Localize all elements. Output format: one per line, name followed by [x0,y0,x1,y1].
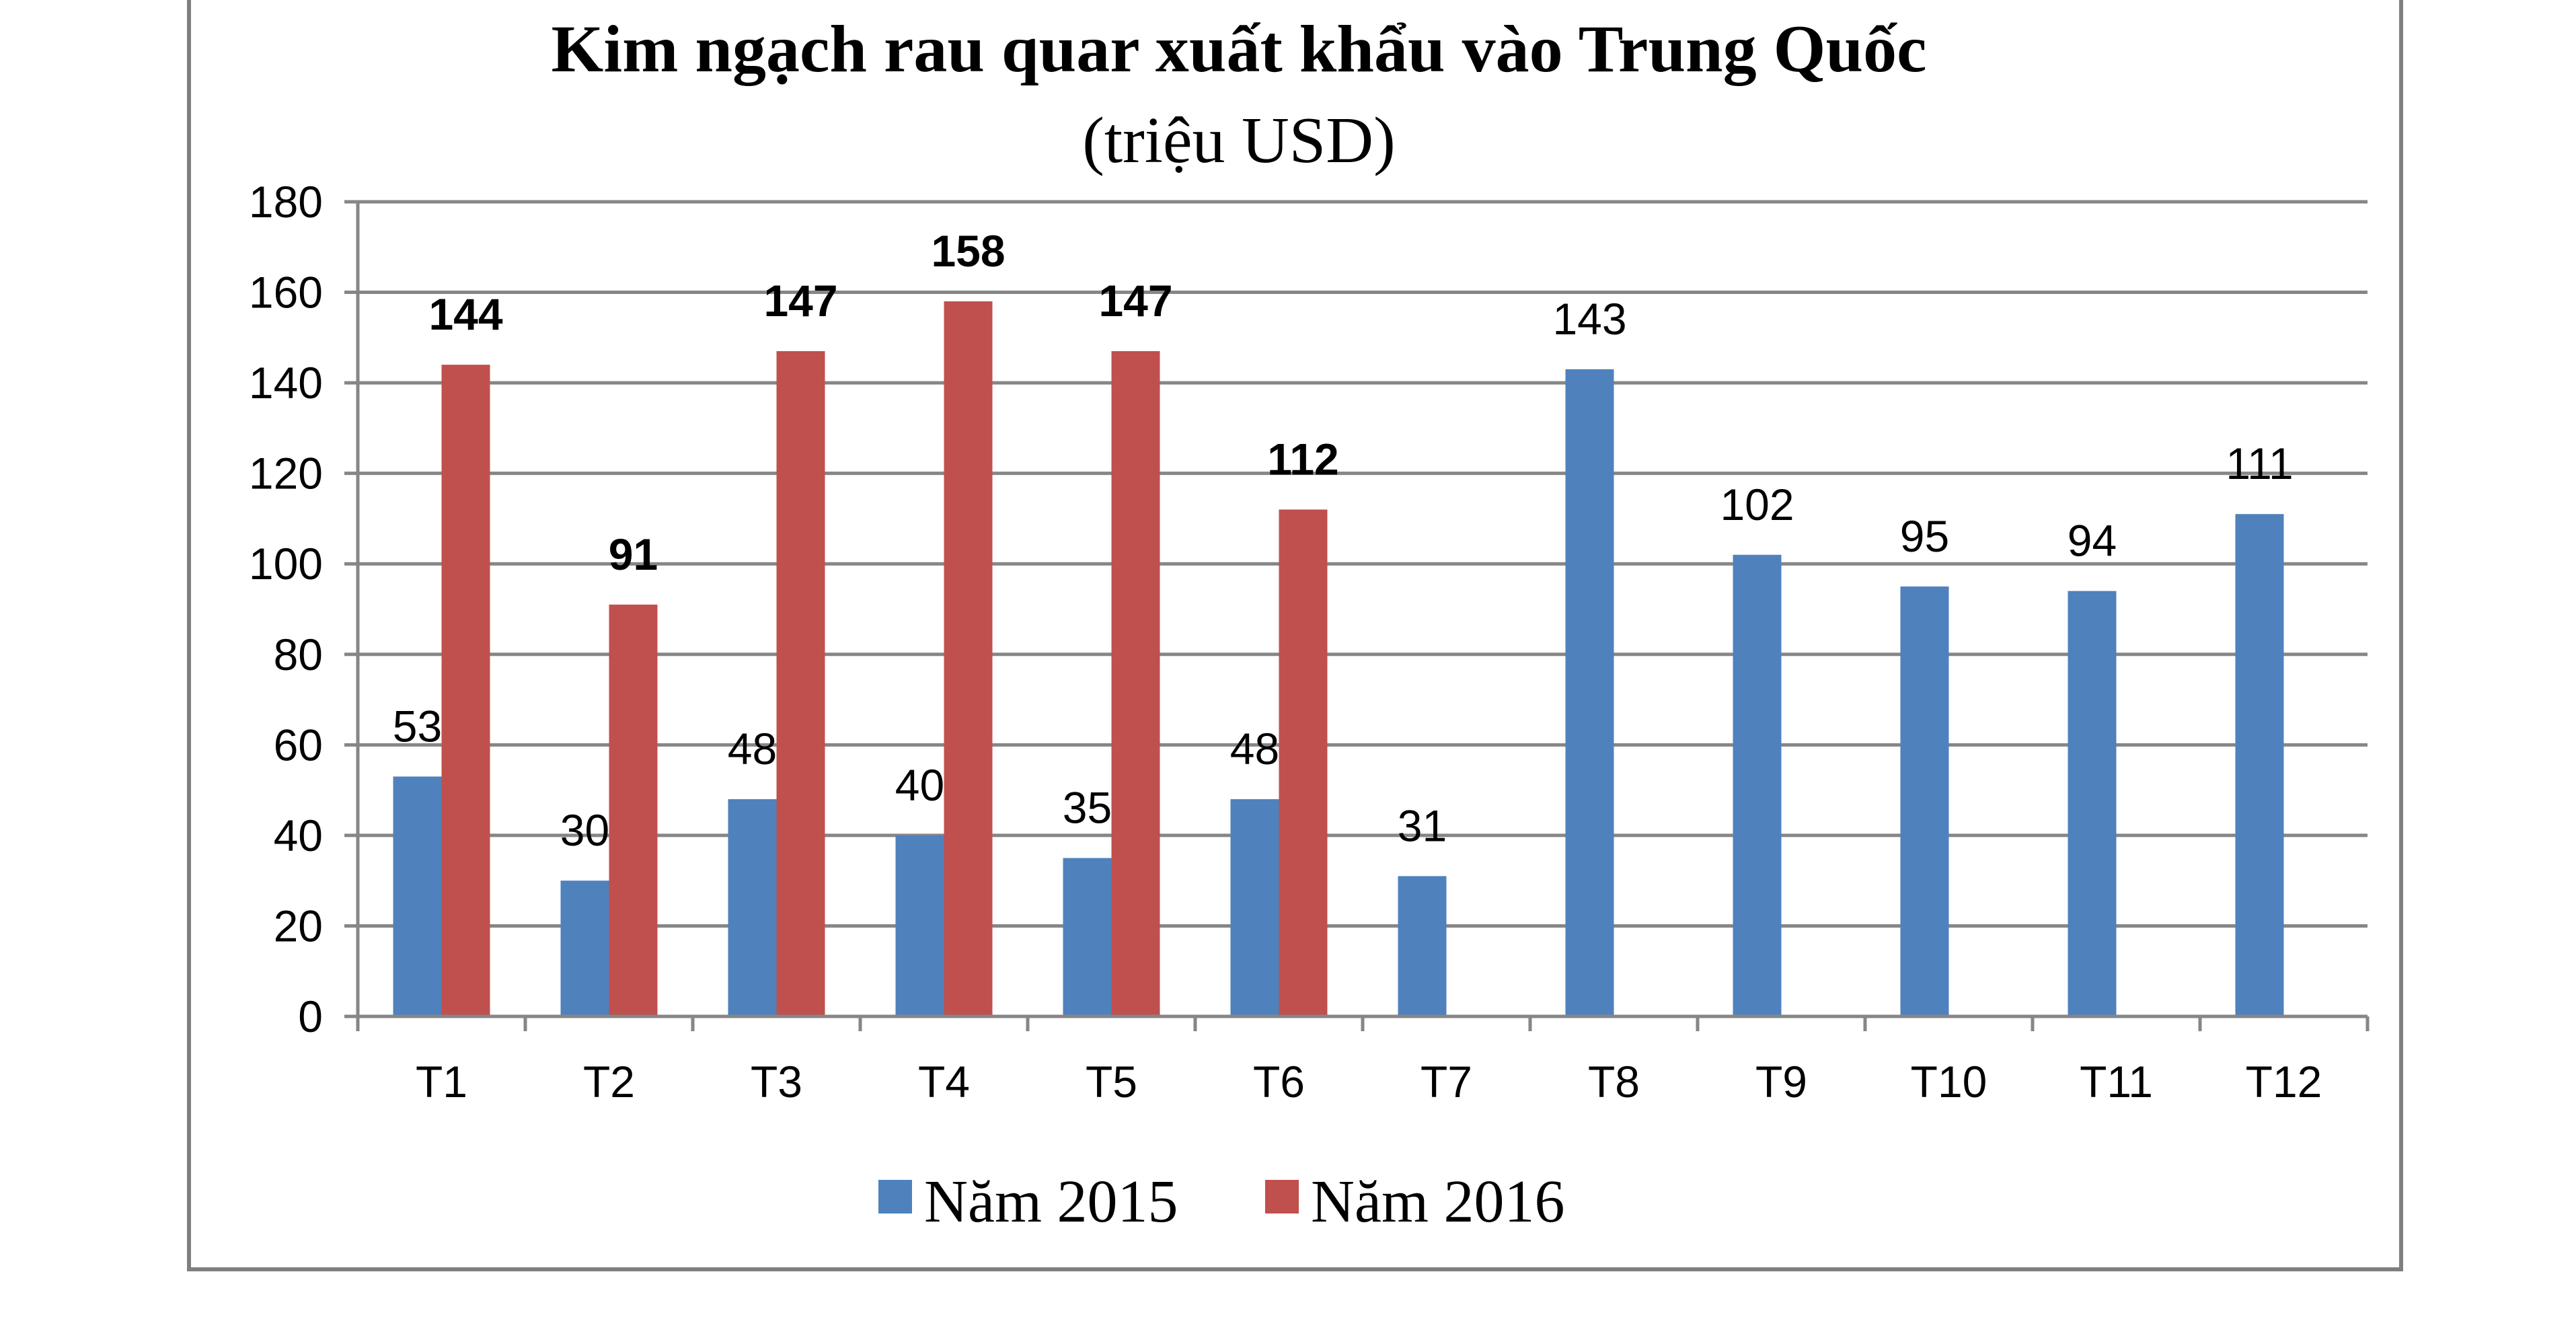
data-label: 112 [1267,434,1338,484]
bar-2016-T6 [1279,509,1328,1016]
bar-2016-T2 [609,604,658,1016]
x-axis-category-labels: T1 T2 T3 T4 T5 T6 T7 T8 T9 T10 T11 T12 [416,1057,2322,1107]
y-tick-label: 120 [249,449,323,498]
legend: Năm 2015 Năm 2016 [878,1168,1564,1235]
x-category-label: T1 [416,1057,467,1107]
bar-2016-T1 [441,365,490,1016]
legend-swatch [878,1180,912,1214]
bar-2015-T4 [895,835,944,1016]
data-label: 95 [1900,511,1949,561]
y-tick-label: 60 [274,720,323,770]
x-category-label: T5 [1086,1057,1137,1107]
data-label: 53 [393,701,442,751]
data-label: 102 [1720,480,1794,529]
bar-2015-T7 [1398,876,1447,1016]
y-tick-label: 40 [274,811,323,860]
bar-2016-T3 [776,351,825,1016]
legend-swatch [1265,1180,1299,1214]
data-label: 144 [428,289,502,339]
data-label: 48 [728,724,777,774]
x-category-label: T3 [751,1057,802,1107]
x-category-label: T9 [1755,1057,1807,1107]
bar-2015-T5 [1063,858,1112,1016]
data-label: 35 [1063,783,1112,833]
data-label: 31 [1398,800,1447,850]
bar-2015-T12 [2235,514,2284,1016]
data-label: 158 [931,226,1005,276]
bar-2015-T2 [560,881,609,1016]
bar-2015-T9 [1733,554,1782,1016]
data-label: 48 [1230,724,1279,774]
x-axis [356,1014,2370,1031]
x-category-label: T12 [2246,1057,2322,1107]
bars [393,301,2284,1016]
data-label: 143 [1552,294,1626,344]
data-label: 147 [1098,276,1172,326]
gridlines [344,200,2367,1018]
bar-2015-T10 [1900,586,1949,1016]
y-axis-tick-labels: 0 20 40 60 80 100 120 140 160 180 [249,177,323,1041]
data-label: 111 [2226,439,2293,488]
y-tick-label: 100 [249,539,323,589]
bar-2015-T8 [1565,369,1614,1016]
x-category-label: T7 [1420,1057,1472,1107]
chart-title: Kim ngạch rau quar xuất khẩu vào Trung Q… [552,11,1927,86]
x-category-label: T10 [1911,1057,1987,1107]
chart-svg: Kim ngạch rau quar xuất khẩu vào Trung Q… [249,11,2370,1235]
legend-label: Năm 2016 [1311,1168,1564,1235]
y-tick-label: 80 [274,630,323,679]
bar-2015-T11 [2068,591,2117,1016]
y-tick-label: 140 [249,358,323,408]
chart-subtitle: (triệu USD) [1082,104,1395,177]
data-label: 147 [763,276,837,326]
x-category-label: T6 [1253,1057,1305,1107]
bar-2015-T1 [393,776,442,1016]
legend-label: Năm 2015 [924,1168,1178,1235]
bar-2015-T3 [728,799,777,1016]
data-label: 91 [609,529,658,579]
bar-2016-T5 [1111,351,1160,1016]
data-label: 40 [895,760,944,810]
y-tick-label: 160 [249,268,323,318]
chart-frame: Kim ngạch rau quar xuất khẩu vào Trung Q… [187,0,2403,1271]
x-category-label: T8 [1588,1057,1640,1107]
y-tick-label: 20 [274,901,323,950]
x-category-label: T2 [583,1057,635,1107]
x-category-label: T11 [2080,1057,2153,1107]
y-tick-label: 180 [249,177,323,227]
data-label: 94 [2068,516,2117,566]
data-labels: 53 30 48 40 35 48 31 143 102 95 94 111 144 91 147 158 14… [393,226,2294,855]
data-label: 30 [560,805,609,855]
bar-2015-T6 [1230,799,1279,1016]
y-tick-label: 0 [298,992,323,1041]
x-category-label: T4 [918,1057,970,1107]
bar-2016-T4 [944,301,993,1016]
